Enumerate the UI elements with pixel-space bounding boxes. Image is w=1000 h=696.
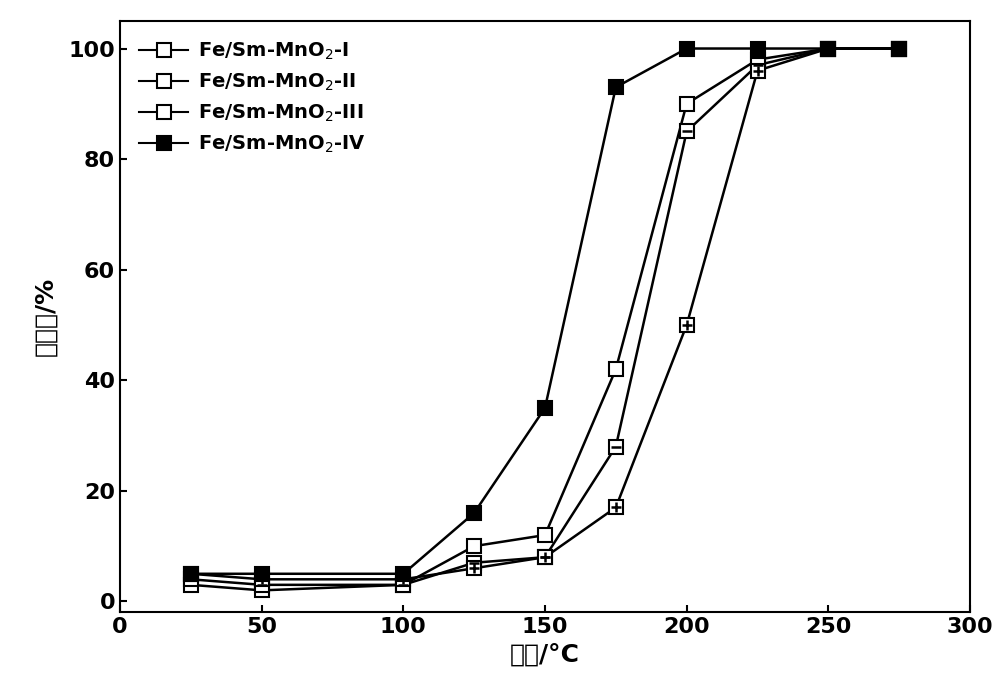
Fe/Sm-MnO$_2$-I	[893, 45, 905, 53]
Fe/Sm-MnO$_2$-III	[539, 553, 551, 562]
Fe/Sm-MnO$_2$-I	[752, 56, 764, 64]
Fe/Sm-MnO$_2$-II	[256, 580, 268, 589]
Fe/Sm-MnO$_2$-III	[397, 575, 409, 583]
Fe/Sm-MnO$_2$-III	[256, 575, 268, 583]
Fe/Sm-MnO$_2$-IV	[468, 509, 480, 517]
Line: Fe/Sm-MnO$_2$-II: Fe/Sm-MnO$_2$-II	[184, 42, 906, 592]
Fe/Sm-MnO$_2$-III	[468, 564, 480, 572]
Fe/Sm-MnO$_2$-I	[610, 365, 622, 373]
Fe/Sm-MnO$_2$-II	[397, 580, 409, 589]
Fe/Sm-MnO$_2$-IV	[610, 83, 622, 91]
Fe/Sm-MnO$_2$-I	[185, 580, 197, 589]
Fe/Sm-MnO$_2$-IV	[822, 45, 834, 53]
Fe/Sm-MnO$_2$-III	[610, 503, 622, 512]
Fe/Sm-MnO$_2$-I	[256, 586, 268, 594]
Fe/Sm-MnO$_2$-III	[752, 66, 764, 74]
Fe/Sm-MnO$_2$-II	[468, 559, 480, 567]
Line: Fe/Sm-MnO$_2$-III: Fe/Sm-MnO$_2$-III	[184, 42, 906, 586]
Fe/Sm-MnO$_2$-I	[822, 45, 834, 53]
Fe/Sm-MnO$_2$-II	[893, 45, 905, 53]
Fe/Sm-MnO$_2$-II	[752, 61, 764, 70]
Fe/Sm-MnO$_2$-III	[681, 321, 693, 329]
Fe/Sm-MnO$_2$-IV	[397, 569, 409, 578]
Fe/Sm-MnO$_2$-I	[681, 100, 693, 108]
Line: Fe/Sm-MnO$_2$-I: Fe/Sm-MnO$_2$-I	[184, 42, 906, 597]
Fe/Sm-MnO$_2$-III	[185, 569, 197, 578]
Fe/Sm-MnO$_2$-II	[681, 127, 693, 136]
Fe/Sm-MnO$_2$-IV	[185, 569, 197, 578]
Fe/Sm-MnO$_2$-I	[539, 531, 551, 539]
Fe/Sm-MnO$_2$-IV	[752, 45, 764, 53]
Fe/Sm-MnO$_2$-I	[468, 542, 480, 551]
Line: Fe/Sm-MnO$_2$-IV: Fe/Sm-MnO$_2$-IV	[184, 42, 906, 580]
Fe/Sm-MnO$_2$-I	[397, 580, 409, 589]
Fe/Sm-MnO$_2$-IV	[256, 569, 268, 578]
Fe/Sm-MnO$_2$-III	[822, 45, 834, 53]
X-axis label: 温度/°C: 温度/°C	[510, 643, 580, 667]
Fe/Sm-MnO$_2$-II	[822, 45, 834, 53]
Fe/Sm-MnO$_2$-IV	[539, 404, 551, 412]
Fe/Sm-MnO$_2$-II	[610, 443, 622, 451]
Y-axis label: 转化率/%: 转化率/%	[33, 277, 57, 356]
Fe/Sm-MnO$_2$-III	[893, 45, 905, 53]
Fe/Sm-MnO$_2$-II	[185, 575, 197, 583]
Fe/Sm-MnO$_2$-IV	[893, 45, 905, 53]
Legend: Fe/Sm-MnO$_2$-I, Fe/Sm-MnO$_2$-II, Fe/Sm-MnO$_2$-III, Fe/Sm-MnO$_2$-IV: Fe/Sm-MnO$_2$-I, Fe/Sm-MnO$_2$-II, Fe/Sm…	[130, 31, 375, 164]
Fe/Sm-MnO$_2$-IV	[681, 45, 693, 53]
Fe/Sm-MnO$_2$-II	[539, 553, 551, 562]
